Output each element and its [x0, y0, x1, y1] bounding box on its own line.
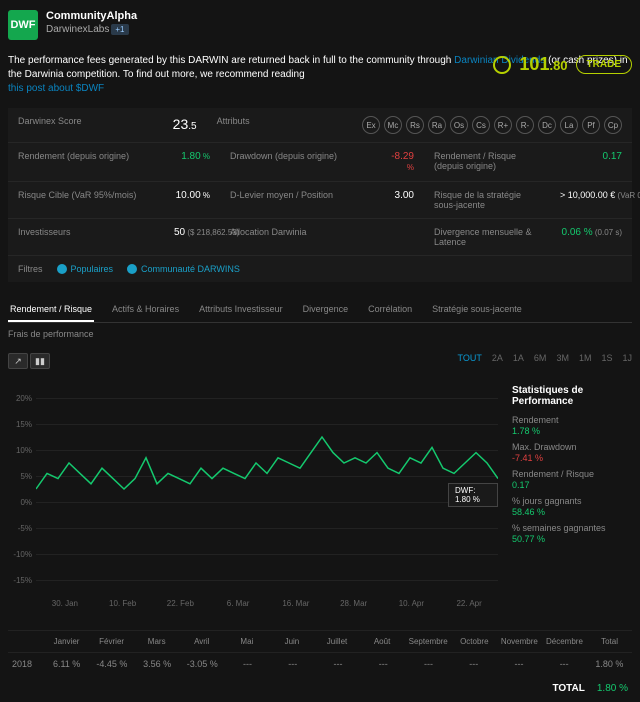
range-1J[interactable]: 1J [622, 353, 632, 363]
filters-label: Filtres [18, 264, 43, 274]
attr-rs-icon[interactable]: Rs [406, 116, 424, 134]
x-axis: 30. Jan10. Feb22. Feb6. Mar16. Mar28. Ma… [36, 599, 498, 608]
metrics-panel: Darwinex Score 23.5 Attributs ExMcRsRaOs… [8, 108, 632, 282]
tab-0[interactable]: Rendement / Risque [8, 300, 94, 322]
attr-la-icon[interactable]: La [560, 116, 578, 134]
stats-title: Statistiques de Performance [512, 385, 632, 407]
range-3M[interactable]: 3M [556, 353, 569, 363]
stat-days-value: 58.46 % [512, 507, 632, 517]
attributes-icons: ExMcRsRaOsCsR+R-DcLaPfCp [352, 108, 632, 143]
risk-label: Risque Cible (VaR 95%/mois) [8, 182, 164, 219]
attr-dc-icon[interactable]: Dc [538, 116, 556, 134]
monthly-table: JanvierFévrierMarsAvrilMaiJuinJuilletAoû… [8, 630, 632, 675]
filters-row: Filtres Populaires Communauté DARWINS [8, 256, 632, 282]
header: DWF CommunityAlpha DarwinexLabs+1 [0, 0, 640, 50]
filter-popular[interactable]: Populaires [57, 264, 114, 274]
stat-days-label: % jours gagnants [512, 496, 632, 506]
divergence-value: 0.06 % (0.07 s) [550, 219, 632, 256]
tab-5[interactable]: Stratégie sous-jacente [430, 300, 524, 322]
investors-value: 50 ($ 218,862.53) [164, 219, 220, 256]
stat-weeks-value: 50.77 % [512, 534, 632, 544]
stat-rr-value: 0.17 [512, 480, 632, 490]
main-tabs: Rendement / Risque Actifs & Horaires Attri… [8, 294, 632, 323]
score-value: 23.5 [153, 108, 206, 143]
range-6M[interactable]: 6M [534, 353, 547, 363]
attr-cp-icon[interactable]: Cp [604, 116, 622, 134]
price-block: 101.80 TRADE [493, 54, 632, 75]
stat-weeks-label: % semaines gagnantes [512, 523, 632, 533]
stat-rr-label: Rendement / Risque [512, 469, 632, 479]
range-TOUT[interactable]: TOUT [458, 353, 482, 363]
attr-ex-icon[interactable]: Ex [362, 116, 380, 134]
risk-value: 10.00 % [164, 182, 220, 219]
range-1S[interactable]: 1S [601, 353, 612, 363]
range-1A[interactable]: 1A [513, 353, 524, 363]
range-1M[interactable]: 1M [579, 353, 592, 363]
attributes-label: Attributs [207, 108, 352, 143]
attr-r--icon[interactable]: R- [516, 116, 534, 134]
filter-community[interactable]: Communauté DARWINS [127, 264, 240, 274]
attr-pf-icon[interactable]: Pf [582, 116, 600, 134]
score-label: Darwinex Score [8, 108, 153, 143]
year-cell: 2018 [8, 653, 44, 675]
tool-pause[interactable]: ▮▮ [30, 353, 50, 369]
investors-label: Investisseurs [8, 219, 164, 256]
stat-return-value: 1.78 % [512, 426, 632, 436]
attr-ra-icon[interactable]: Ra [428, 116, 446, 134]
badge: +1 [111, 24, 128, 35]
tab-4[interactable]: Corrélation [366, 300, 414, 322]
range-2A[interactable]: 2A [492, 353, 503, 363]
total-row: TOTAL 1.80 % [0, 675, 640, 702]
tool-draw[interactable]: ↗ [8, 353, 28, 369]
attr-cs-icon[interactable]: Cs [472, 116, 490, 134]
dlevier-label: D-Levier moyen / Position [220, 182, 376, 219]
line-chart[interactable]: 20%15%10%5%0%-5%-10%-15% DWF: 1.80 % 30.… [8, 385, 498, 608]
rr-label: Rendement / Risque (depuis origine) [424, 143, 550, 182]
total-value: 1.80 % [597, 683, 628, 694]
sub-tab[interactable]: Frais de performance [0, 323, 640, 347]
time-ranges: TOUT 2A 1A 6M 3M 1M 1S 1J [458, 353, 632, 363]
stat-dd-label: Max. Drawdown [512, 442, 632, 452]
strategy-risk-label: Risque de la stratégie sous-jacente [424, 182, 550, 219]
stat-return-label: Rendement [512, 415, 632, 425]
rr-value: 0.17 [550, 143, 632, 182]
attr-mc-icon[interactable]: Mc [384, 116, 402, 134]
darwin-logo: DWF [8, 10, 38, 40]
drawdown-label: Drawdown (depuis origine) [220, 143, 376, 182]
divergence-label: Divergence mensuelle & Latence [424, 219, 550, 256]
attr-os-icon[interactable]: Os [450, 116, 468, 134]
dlevier-value: 3.00 [376, 182, 424, 219]
total-label: TOTAL [552, 683, 584, 694]
tab-2[interactable]: Attributs Investisseur [197, 300, 285, 322]
trade-button[interactable]: TRADE [576, 55, 632, 74]
dot-icon [127, 264, 137, 274]
allocation-label: Allocation Darwinia [220, 219, 376, 256]
stat-dd-value: -7.41 % [512, 453, 632, 463]
darwin-title: CommunityAlpha [46, 10, 137, 22]
return-value: 1.80 % [164, 143, 220, 182]
tab-1[interactable]: Actifs & Horaires [110, 300, 181, 322]
tab-3[interactable]: Divergence [301, 300, 351, 322]
chart-area: ↗ ▮▮ TOUT 2A 1A 6M 3M 1M 1S 1J 20%15%10%5%0%-5%… [0, 347, 640, 614]
perf-stats: Statistiques de Performance Rendement 1.… [498, 385, 632, 608]
return-label: Rendement (depuis origine) [8, 143, 164, 182]
price: 101.80 [519, 54, 567, 75]
darwin-subtitle: DarwinexLabs+1 [46, 24, 137, 35]
post-link[interactable]: this post about $DWF [8, 83, 104, 94]
chart-tooltip: DWF: 1.80 % [448, 483, 498, 507]
strategy-risk-value: > 10,000.00 € (VaR 0.87 %) [550, 182, 632, 219]
ring-icon [493, 56, 511, 74]
attr-r+-icon[interactable]: R+ [494, 116, 512, 134]
drawdown-value: -8.29 % [376, 143, 424, 182]
dot-icon [57, 264, 67, 274]
